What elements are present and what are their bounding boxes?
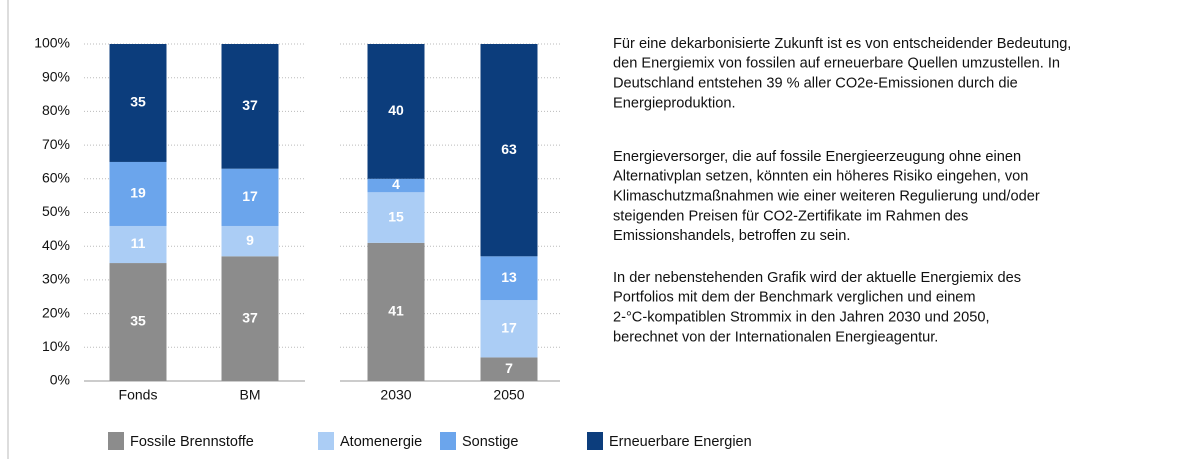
legend-swatch [318, 432, 334, 450]
paragraph-line: Energieproduktion. [613, 95, 736, 111]
y-tick-label: 60% [42, 170, 70, 186]
value-label: 17 [242, 188, 258, 204]
value-label: 37 [242, 309, 258, 325]
y-tick-label: 30% [42, 271, 70, 287]
legend-swatch [587, 432, 603, 450]
x-tick-label: 2030 [380, 387, 411, 403]
paragraph-line: berechnet von der Internationalen Energi… [613, 329, 938, 345]
bar-segment [480, 357, 538, 381]
bar-segment [367, 192, 425, 243]
legend-label: Fossile Brennstoffe [130, 434, 254, 450]
bar-segment [221, 256, 279, 381]
value-label: 35 [130, 94, 146, 110]
paragraph-line: 2-°C-kompatiblen Strommix in den Jahren … [613, 309, 990, 325]
value-label: 11 [131, 235, 146, 251]
x-tick-label: Fonds [119, 387, 158, 403]
bar-segment [221, 168, 279, 226]
value-label: 35 [130, 313, 146, 329]
legend-swatch [440, 432, 456, 450]
bar-segment [109, 44, 167, 162]
bar-segment [109, 225, 167, 264]
y-tick-label: 100% [34, 35, 70, 51]
y-tick-label: 80% [42, 102, 70, 118]
paragraph-line: Klimaschutzmaßnahmen wie einer weiteren … [613, 188, 1040, 204]
y-tick-label: 50% [42, 203, 70, 219]
paragraph-line: Portfolios mit dem der Benchmark verglic… [613, 290, 976, 306]
bar-segment [367, 178, 425, 193]
y-tick-label: 70% [42, 136, 70, 152]
x-tick-label: 2050 [493, 387, 524, 403]
y-tick-label: 20% [42, 304, 70, 320]
legend-swatch [108, 432, 124, 450]
bar-segment [480, 44, 538, 257]
bar-segment [221, 44, 279, 169]
paragraph-line: Energieversorger, die auf fossile Energi… [613, 149, 1021, 165]
value-label: 4 [392, 176, 400, 192]
value-label: 15 [388, 208, 404, 224]
bar-segment [480, 256, 538, 301]
value-label: 37 [242, 97, 258, 113]
paragraph-line: Für eine dekarbonisierte Zukunft ist es … [613, 36, 1071, 52]
value-label: 19 [130, 185, 146, 201]
legend-label: Sonstige [462, 434, 518, 450]
y-tick-label: 90% [42, 68, 70, 84]
bar-segment [221, 225, 279, 257]
bar-segment [109, 263, 167, 381]
value-label: 63 [501, 141, 517, 157]
paragraph-line: In der nebenstehenden Grafik wird der ak… [613, 270, 1021, 286]
legend-label: Erneuerbare Energien [609, 434, 752, 450]
value-label: 13 [501, 269, 517, 285]
bar-segment [109, 161, 167, 226]
bar-segment [480, 300, 538, 358]
paragraph-line: Deutschland entstehen 39 % aller CO2e-Em… [613, 75, 1018, 91]
value-label: 40 [388, 102, 404, 118]
y-tick-label: 0% [50, 372, 70, 388]
paragraph-line: Alternativplan setzen, könnten ein höher… [613, 169, 1028, 185]
y-tick-label: 10% [42, 338, 70, 354]
paragraph-line: steigenden Preisen für CO2-Zertifikate i… [613, 208, 968, 224]
bar-segment [367, 44, 425, 179]
value-label: 17 [501, 319, 517, 335]
legend-label: Atomenergie [340, 434, 422, 450]
paragraph-line: Emissionshandels, betroffen zu sein. [613, 228, 850, 244]
paragraph-line: den Energiemix von fossilen auf erneuerb… [613, 56, 1060, 72]
value-label: 7 [505, 360, 513, 376]
bar-segment [367, 242, 425, 381]
x-tick-label: BM [240, 387, 261, 403]
y-tick-label: 40% [42, 237, 70, 253]
value-label: 41 [388, 303, 404, 319]
value-label: 9 [246, 232, 254, 248]
